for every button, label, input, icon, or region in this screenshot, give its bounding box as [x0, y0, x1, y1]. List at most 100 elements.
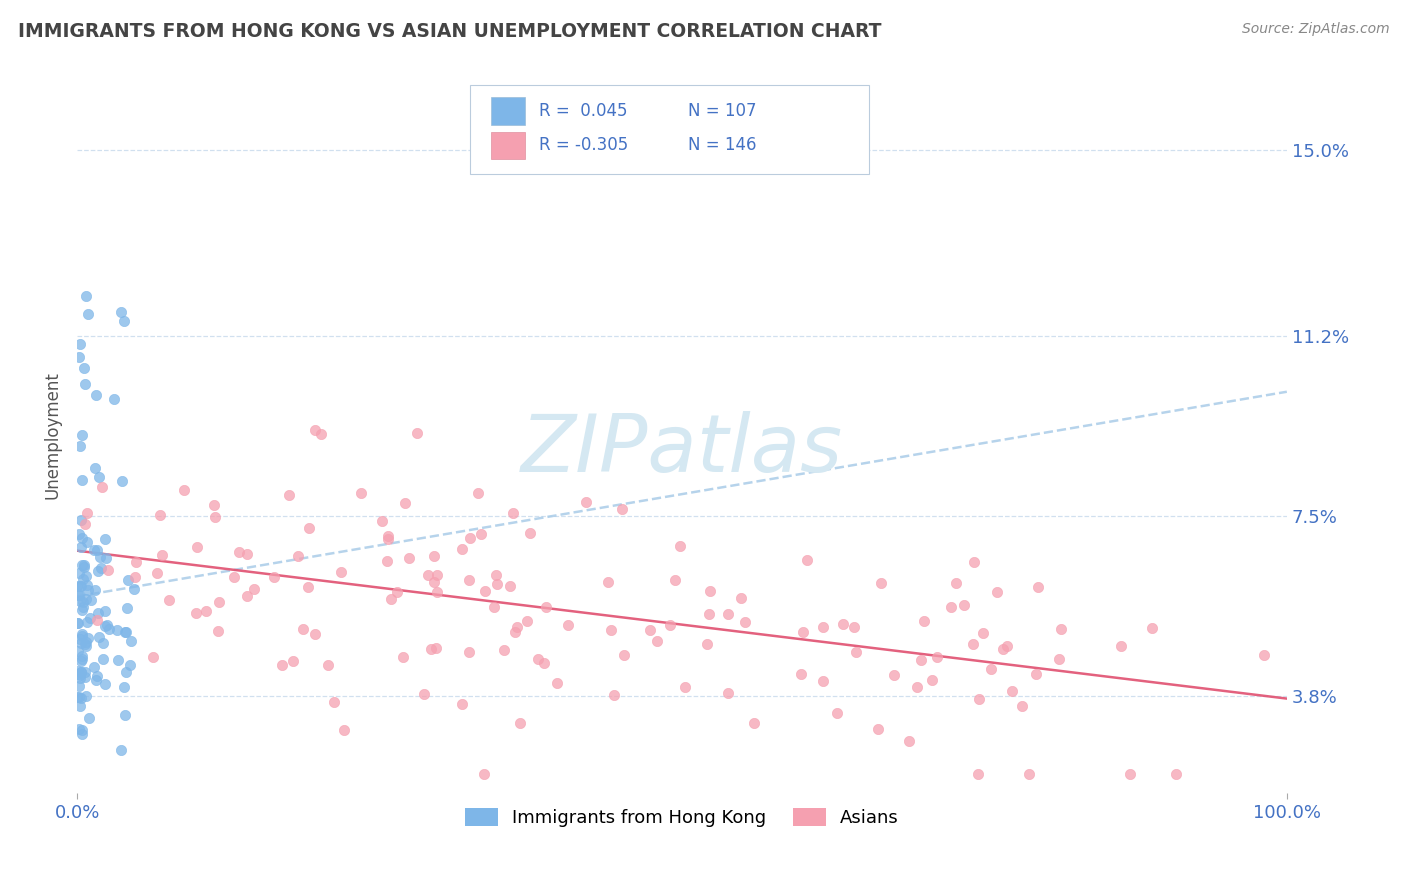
Point — [825, 706, 848, 721]
Point — [664, 573, 686, 587]
Point — [394, 496, 416, 510]
Point — [1140, 621, 1163, 635]
Point — [967, 767, 990, 781]
Point — [953, 598, 976, 612]
Point — [742, 716, 765, 731]
Point — [103, 392, 125, 407]
Point — [117, 574, 139, 588]
Point — [105, 623, 128, 637]
Point — [91, 636, 114, 650]
Point — [66, 644, 89, 658]
Text: IMMIGRANTS FROM HONG KONG VS ASIAN UNEMPLOYMENT CORRELATION CHART: IMMIGRANTS FROM HONG KONG VS ASIAN UNEMP… — [18, 22, 882, 41]
Point — [263, 570, 285, 584]
Point — [309, 427, 332, 442]
Point — [157, 592, 180, 607]
Point — [499, 579, 522, 593]
Point — [91, 651, 114, 665]
Point — [77, 307, 100, 321]
Point — [945, 576, 967, 591]
Point — [124, 555, 146, 569]
Point — [70, 473, 93, 487]
Point — [472, 767, 495, 781]
Point — [69, 579, 91, 593]
Point — [76, 582, 98, 597]
Text: R = -0.305: R = -0.305 — [540, 136, 628, 154]
Point — [426, 585, 449, 599]
Point — [75, 639, 97, 653]
Point — [912, 614, 935, 628]
Text: N = 107: N = 107 — [688, 102, 756, 120]
Point — [207, 624, 229, 638]
Point — [149, 508, 172, 522]
Point — [1025, 666, 1047, 681]
Point — [645, 633, 668, 648]
Point — [673, 680, 696, 694]
Point — [83, 543, 105, 558]
Point — [87, 606, 110, 620]
Point — [370, 514, 392, 528]
Point — [380, 591, 402, 606]
Point — [69, 632, 91, 646]
Point — [67, 350, 90, 364]
Point — [114, 624, 136, 639]
Point — [883, 668, 905, 682]
Point — [297, 521, 319, 535]
Point — [70, 665, 93, 680]
Point — [281, 654, 304, 668]
Point — [527, 652, 550, 666]
Point — [173, 483, 195, 497]
Point — [70, 428, 93, 442]
Point — [972, 625, 994, 640]
Point — [1011, 699, 1033, 714]
Point — [84, 673, 107, 687]
Point — [70, 723, 93, 737]
Point — [845, 645, 868, 659]
Point — [146, 566, 169, 581]
Point — [70, 579, 93, 593]
Point — [73, 560, 96, 574]
Point — [423, 549, 446, 563]
Point — [70, 727, 93, 741]
Point — [485, 577, 508, 591]
Point — [717, 686, 740, 700]
Point — [600, 623, 623, 637]
Point — [75, 634, 97, 648]
Point — [115, 625, 138, 640]
Point — [115, 601, 138, 615]
Point — [84, 388, 107, 402]
Point — [242, 582, 264, 596]
Point — [350, 486, 373, 500]
Point — [72, 629, 94, 643]
Point — [509, 715, 531, 730]
Point — [387, 584, 409, 599]
Point — [86, 614, 108, 628]
Point — [1253, 648, 1275, 663]
Point — [967, 691, 990, 706]
Point — [69, 636, 91, 650]
Point — [423, 574, 446, 589]
Point — [492, 643, 515, 657]
Point — [83, 660, 105, 674]
Point — [697, 607, 720, 621]
Point — [70, 540, 93, 554]
Point — [470, 527, 492, 541]
Point — [910, 653, 932, 667]
Point — [70, 627, 93, 641]
Point — [603, 689, 626, 703]
Point — [292, 622, 315, 636]
Point — [75, 690, 97, 704]
Point — [925, 649, 948, 664]
Point — [107, 653, 129, 667]
Point — [72, 531, 94, 545]
FancyBboxPatch shape — [491, 97, 524, 125]
Point — [70, 652, 93, 666]
Point — [83, 460, 105, 475]
Point — [398, 551, 420, 566]
Point — [184, 606, 207, 620]
Point — [73, 558, 96, 572]
Point — [69, 671, 91, 685]
Point — [80, 592, 103, 607]
Point — [451, 697, 474, 711]
Point — [97, 562, 120, 576]
Point — [458, 574, 481, 588]
